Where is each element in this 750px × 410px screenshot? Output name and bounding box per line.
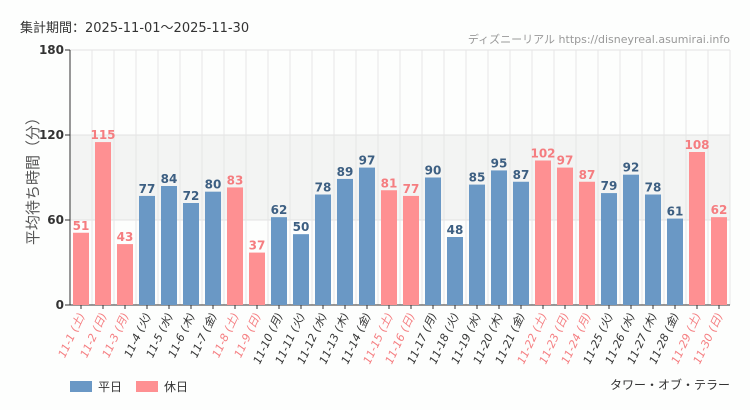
y-tick-label: 0 <box>56 298 64 312</box>
legend-label-holiday: 休日 <box>164 380 189 394</box>
bar <box>117 244 133 305</box>
bar <box>623 174 639 305</box>
data-label: 43 <box>117 230 134 244</box>
data-label: 78 <box>645 181 662 195</box>
data-label: 72 <box>183 189 200 203</box>
y-tick-label: 60 <box>47 213 64 227</box>
data-label: 48 <box>447 223 464 237</box>
bar <box>601 193 617 305</box>
data-label: 62 <box>711 203 728 217</box>
data-label: 77 <box>403 182 420 196</box>
bar <box>425 177 441 305</box>
bar <box>337 178 353 305</box>
data-label: 83 <box>227 173 244 187</box>
y-tick-label: 120 <box>39 128 64 142</box>
bar <box>95 142 111 305</box>
attraction-name: タワー・オブ・テラー <box>609 378 730 392</box>
y-axis-label: 平均待ち時間（分） <box>24 110 42 245</box>
data-label: 97 <box>557 154 574 168</box>
data-label: 50 <box>293 220 310 234</box>
data-label: 87 <box>513 168 530 182</box>
bar <box>579 181 595 305</box>
data-label: 78 <box>315 181 332 195</box>
data-label: 89 <box>337 165 354 179</box>
data-label: 80 <box>205 178 222 192</box>
data-label: 108 <box>684 138 709 152</box>
bar <box>557 167 573 305</box>
data-label: 85 <box>469 171 486 185</box>
legend-weekday[interactable]: 平日 <box>70 378 122 395</box>
bar <box>183 203 199 305</box>
data-label: 51 <box>73 219 90 233</box>
site-credit: ディズニーリアル https://disneyreal.asumirai.inf… <box>467 33 730 46</box>
data-label: 77 <box>139 182 156 196</box>
data-label: 61 <box>667 205 684 219</box>
data-label: 115 <box>90 128 115 142</box>
legend: 平日 休日 <box>70 378 188 395</box>
legend-swatch-holiday <box>136 381 159 392</box>
legend-swatch-weekday <box>70 381 92 392</box>
bar <box>491 170 507 305</box>
data-label: 102 <box>530 147 555 161</box>
bar <box>293 234 309 305</box>
bar <box>139 195 155 305</box>
bar <box>469 184 485 305</box>
data-label: 87 <box>579 168 596 182</box>
bar <box>645 194 661 305</box>
data-label: 79 <box>601 179 618 193</box>
bar <box>315 194 331 305</box>
bar <box>535 160 551 305</box>
bar <box>161 186 177 305</box>
data-label: 84 <box>161 172 178 186</box>
bar <box>271 217 287 305</box>
data-label: 81 <box>381 176 398 190</box>
data-label: 37 <box>249 239 266 253</box>
data-label: 95 <box>491 156 508 170</box>
data-label: 62 <box>271 203 288 217</box>
legend-label-weekday: 平日 <box>98 380 123 394</box>
bar <box>205 191 221 305</box>
bar <box>73 232 89 305</box>
bar <box>403 195 419 305</box>
bar <box>667 218 683 305</box>
bar <box>513 181 529 305</box>
bar <box>249 252 265 305</box>
data-label: 92 <box>623 161 640 175</box>
period-label: 集計期間：2025-11-01～2025-11-30 <box>20 21 250 36</box>
data-label: 97 <box>359 154 376 168</box>
bar <box>689 152 705 305</box>
data-label: 90 <box>425 164 442 178</box>
bar <box>381 190 397 305</box>
bar <box>227 187 243 305</box>
bar <box>711 217 727 305</box>
y-tick-label: 180 <box>39 43 64 57</box>
bar <box>447 237 463 305</box>
legend-holiday[interactable]: 休日 <box>136 378 188 395</box>
bar <box>359 167 375 305</box>
